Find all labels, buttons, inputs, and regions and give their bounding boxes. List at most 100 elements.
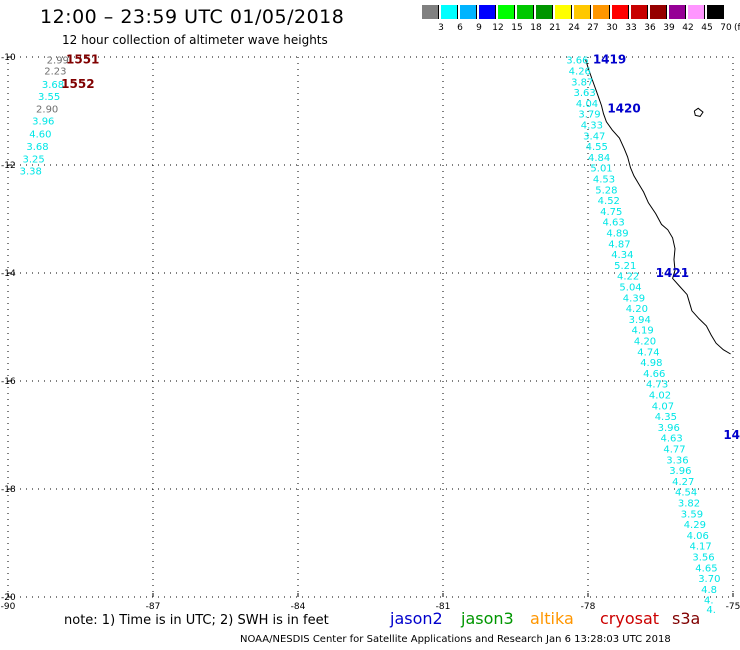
satellite-s3a: s3a: [672, 609, 701, 628]
satellite-jason2: jason2: [390, 609, 443, 628]
legend-label: 45: [701, 23, 713, 33]
legend-label: 24: [568, 23, 580, 33]
wave-height-value: 3.79: [578, 110, 600, 121]
wave-height-value: 4.: [706, 605, 716, 616]
wave-height-value: 5.01: [590, 164, 612, 175]
chart-title: 12:00 – 23:59 UTC 01/05/2018: [40, 6, 345, 28]
wave-height-value: 4.73: [646, 380, 668, 391]
wave-height-value: 2.90: [36, 104, 58, 115]
legend-label: 30: [606, 23, 618, 33]
lat-label: -12: [1, 161, 16, 171]
wave-height-value: 4.65: [695, 563, 717, 574]
legend-swatch: [707, 5, 724, 19]
legend-label: 33: [625, 23, 637, 33]
wave-height-value: 3.25: [23, 155, 45, 166]
wave-height-value: 4.75: [600, 207, 622, 218]
wave-height-value: 4.29: [684, 520, 706, 531]
legend-unit: (ft): [734, 23, 740, 33]
wave-height-value: 4.35: [655, 412, 677, 423]
lon-label: -84: [291, 602, 306, 612]
legend-swatch: [498, 5, 515, 19]
wave-height-value: 4.20: [634, 337, 656, 348]
wave-height-value: 4.63: [603, 218, 625, 229]
pass-time-label: 1421: [656, 266, 689, 280]
lon-label: -90: [1, 602, 16, 612]
wave-height-value: 4.74: [637, 347, 659, 358]
lake-outline: [693, 107, 704, 117]
lat-label: -14: [1, 269, 16, 279]
wave-height-value: 4.20: [626, 304, 648, 315]
wave-height-value: 4.19: [632, 326, 654, 337]
legend-swatch: [517, 5, 534, 19]
legend-swatch: [669, 5, 686, 19]
legend-swatch: [650, 5, 667, 19]
wave-height-value: 3.56: [692, 553, 714, 564]
legend-label: 15: [511, 23, 523, 33]
wave-height-value: 4.: [704, 596, 714, 607]
satellite-altika: altika: [530, 609, 574, 628]
legend-label: 27: [587, 23, 599, 33]
legend-swatch: [441, 5, 458, 19]
wave-height-value: 3.68: [42, 80, 64, 91]
wave-height-value: 4.27: [672, 477, 694, 488]
wave-height-value: 4.53: [593, 175, 615, 186]
legend-label: 70: [720, 23, 732, 33]
wave-height-value: 4.07: [652, 401, 674, 412]
pass-time-label: 1551: [66, 53, 99, 67]
legend-swatch: [422, 5, 439, 19]
wave-height-value: 3.94: [629, 315, 651, 326]
lon-label: -87: [146, 602, 161, 612]
wave-height-value: 3.87: [571, 77, 593, 88]
lon-label: -75: [726, 602, 740, 612]
lon-label: -78: [581, 602, 596, 612]
wave-height-value: 3.96: [32, 117, 54, 128]
wave-height-value: 3.66: [566, 56, 588, 67]
lat-label: -10: [1, 53, 16, 63]
wave-height-value: 4.8: [701, 585, 717, 596]
wave-height-value: 3.68: [26, 142, 48, 153]
pass-time-label: 1422: [723, 428, 740, 442]
footer-note: note: 1) Time is in UTC; 2) SWH is in fe…: [64, 613, 329, 628]
wave-height-value: 3.55: [38, 92, 60, 103]
legend-swatch: [460, 5, 477, 19]
pass-time-label: 1552: [61, 77, 94, 91]
pass-time-label: 1419: [593, 53, 626, 67]
footer-credit: NOAA/NESDIS Center for Satellite Applica…: [240, 634, 671, 645]
wave-height-value: 4.66: [643, 369, 665, 380]
legend-label: 39: [663, 23, 675, 33]
wave-height-value: 4.89: [606, 229, 628, 240]
wave-height-value: 4.84: [588, 153, 610, 164]
wave-height-value: 4.52: [598, 196, 620, 207]
wave-height-value: 3.82: [678, 499, 700, 510]
pass-time-label: 1420: [607, 101, 640, 115]
wave-height-value: 3.70: [698, 574, 720, 585]
lon-label: -81: [436, 602, 451, 612]
wave-height-value: 4.33: [581, 121, 603, 132]
satellite-cryosat: cryosat: [600, 609, 660, 628]
wave-height-value: 5.04: [619, 283, 641, 294]
wave-height-value: 4.77: [663, 445, 685, 456]
wave-height-value: 4.04: [576, 99, 598, 110]
lat-label: -16: [1, 377, 16, 387]
wave-height-value: 4.26: [569, 67, 591, 78]
legend-label: 21: [549, 23, 561, 33]
wave-height-value: 5.28: [595, 185, 617, 196]
legend-swatch: [574, 5, 591, 19]
wave-height-value: 3.96: [658, 423, 680, 434]
wave-height-value: 4.34: [611, 250, 633, 261]
legend-label: 12: [492, 23, 504, 33]
wave-height-value: 5.21: [614, 261, 636, 272]
wave-height-value: 4.17: [690, 542, 712, 553]
wave-height-value: 4.60: [29, 130, 51, 141]
wave-height-value: 4.22: [617, 272, 639, 283]
wave-height-value: 4.98: [640, 358, 662, 369]
legend-swatch: [536, 5, 553, 19]
legend-swatch: [479, 5, 496, 19]
legend-label: 36: [644, 23, 656, 33]
legend-label: 9: [476, 23, 482, 33]
wave-height-value: 4.02: [649, 391, 671, 402]
satellite-jason3: jason3: [461, 609, 514, 628]
legend-swatch: [688, 5, 705, 19]
wave-height-value: 4.39: [623, 293, 645, 304]
